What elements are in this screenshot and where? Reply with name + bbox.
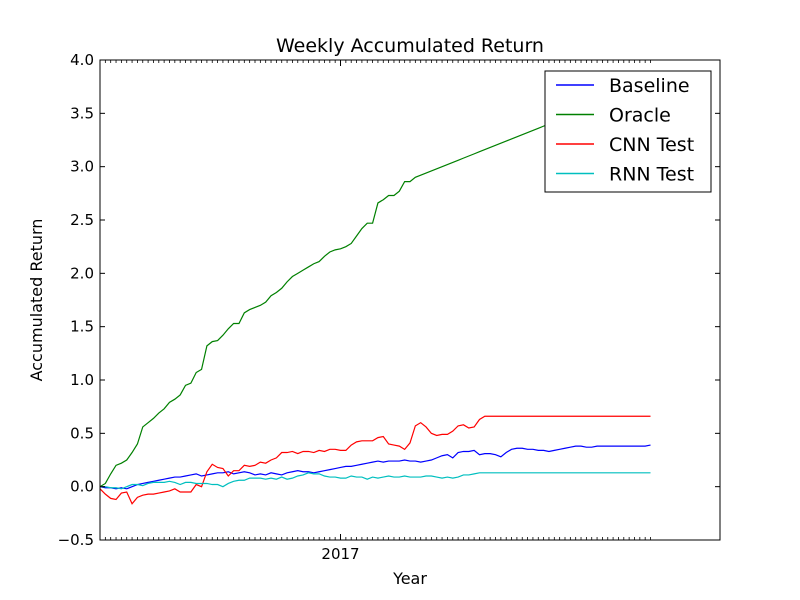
x-axis: 2017 [321, 60, 360, 563]
legend-label: RNN Test [609, 164, 694, 186]
series-line-2 [100, 415, 651, 505]
y-tick-label: 3.0 [70, 158, 94, 176]
legend-label: CNN Test [609, 134, 694, 156]
legend-label: Baseline [609, 75, 690, 97]
x-tick-label: 2017 [321, 545, 359, 563]
y-axis-label: Accumulated Return [27, 219, 46, 382]
y-tick-label: 2.0 [70, 264, 94, 282]
y-tick-label: 0.5 [70, 424, 94, 442]
y-tick-label: −0.5 [58, 531, 94, 549]
series-line-3 [100, 472, 651, 490]
legend: Baseline Oracle CNN Test RNN Test [544, 70, 712, 193]
y-tick-label: 4.0 [70, 51, 94, 69]
x-axis-label: Year [392, 569, 427, 588]
y-tick-label: 2.5 [70, 211, 94, 229]
legend-frame [544, 70, 712, 193]
y-tick-label: 1.0 [70, 371, 94, 389]
y-tick-label: 0.0 [70, 478, 94, 496]
legend-label: Oracle [609, 105, 671, 127]
y-tick-label: 3.5 [70, 104, 94, 122]
chart-title: Weekly Accumulated Return [276, 35, 544, 57]
y-axis: −0.5 0.0 0.5 1.0 1.5 2.0 2.5 3.0 3.5 4.0 [58, 51, 720, 549]
y-tick-label: 1.5 [70, 318, 94, 336]
x-axis-minor-ticks [104, 60, 651, 540]
series-line-0 [100, 444, 651, 490]
